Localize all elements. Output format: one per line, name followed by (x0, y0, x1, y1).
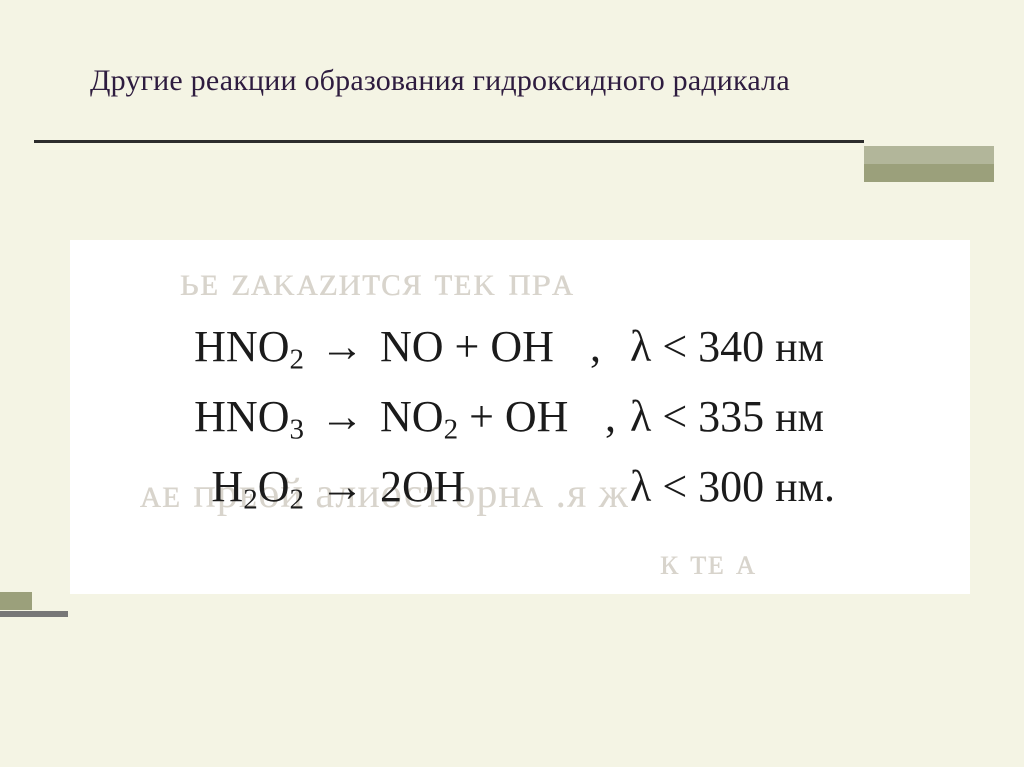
ghost-text-1: ьᴇ ᴢᴀᴋᴀᴢиᴛᴄя ᴛᴇᴋ ᴨᴩᴀ (180, 258, 574, 306)
underline-line (34, 140, 864, 143)
eq3-arrow: → (320, 465, 364, 509)
eq3-rhs: 2OH (380, 465, 466, 509)
slide-title: Другие реакции образования гидроксидного… (90, 64, 964, 98)
eq1-comma: , (590, 325, 601, 369)
ghost-text-3: к ᴛᴇ ᴀ (660, 540, 756, 584)
formulas-inner: ьᴇ ᴢᴀᴋᴀᴢиᴛᴄя ᴛᴇᴋ ᴨᴩᴀ ᴀᴇ ᴨрᴇөй алиост орн… (70, 240, 970, 594)
equation-row-3: H2O2 → 2OH . λ < 300 нм. (70, 465, 970, 535)
eq1-lhs: HNO2 (194, 325, 304, 369)
formulas-panel: ьᴇ ᴢᴀᴋᴀᴢиᴛᴄя ᴛᴇᴋ ᴨᴩᴀ ᴀᴇ ᴨрᴇөй алиост орн… (70, 240, 970, 594)
eq2-condition: λ < 335 нм (630, 395, 824, 440)
left-accent-line (0, 611, 68, 617)
eq2-rhs: NO2 + OH (380, 395, 568, 439)
slide: Другие реакции образования гидроксидного… (0, 0, 1024, 767)
eq3-lhs: H2O2 (211, 465, 304, 509)
eq2-arrow: → (320, 395, 364, 439)
accent-stub-top (864, 146, 994, 164)
eq1-arrow: → (320, 325, 364, 369)
eq3-condition: λ < 300 нм. (630, 465, 835, 510)
equation-row-1: HNO2 → NO + OH , λ < 340 нм (70, 325, 970, 395)
eq1-condition: λ < 340 нм (630, 325, 824, 370)
left-accent-tab (0, 592, 32, 610)
eq1-rhs: NO + OH (380, 325, 554, 369)
equation-row-2: HNO3 → NO2 + OH , λ < 335 нм (70, 395, 970, 465)
title-underline (0, 140, 1024, 184)
accent-stub-bottom (864, 164, 994, 182)
eq2-lhs: HNO3 (194, 395, 304, 439)
eq2-comma: , (605, 395, 616, 439)
